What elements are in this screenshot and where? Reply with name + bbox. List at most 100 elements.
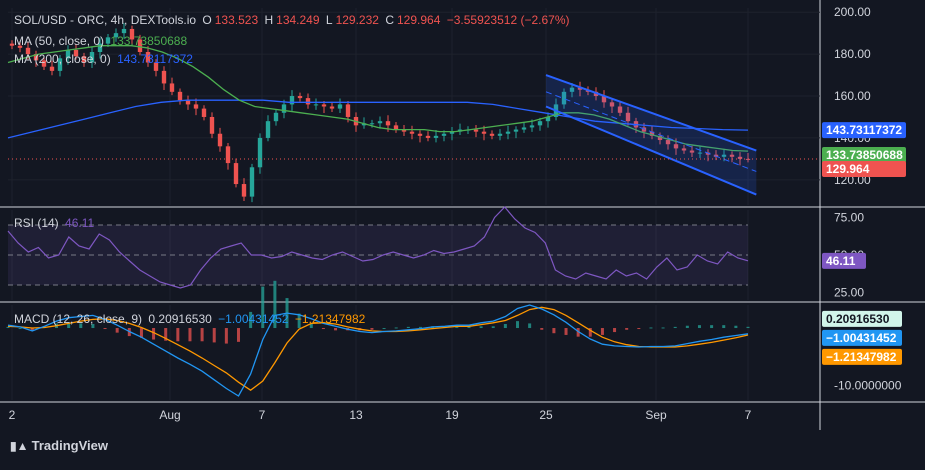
price-tick-label: 180.00 xyxy=(834,47,871,61)
candle xyxy=(241,184,247,197)
candle xyxy=(737,156,743,159)
high-label: H xyxy=(264,13,274,27)
ma200-label: MA (200, close, 0) xyxy=(14,52,111,66)
symbol-title: SOL/USD - ORC, 4h, DEXTools.io xyxy=(14,13,197,27)
candle xyxy=(137,39,143,53)
candle xyxy=(81,56,87,63)
rsi-line xyxy=(7,206,749,289)
candle xyxy=(385,121,391,126)
candle xyxy=(217,133,223,147)
candle xyxy=(569,87,575,92)
candle xyxy=(225,146,231,164)
candle xyxy=(97,43,103,53)
macd-histogram-bar xyxy=(224,328,228,344)
candle xyxy=(289,96,295,105)
channel-fill xyxy=(546,75,757,195)
macd-histogram-bar xyxy=(115,328,119,333)
candle xyxy=(57,58,63,71)
candle xyxy=(665,140,671,145)
candle xyxy=(177,91,183,101)
candle xyxy=(209,116,215,134)
candle xyxy=(521,127,527,130)
macd-badge xyxy=(822,329,902,346)
candle xyxy=(201,108,207,117)
macd-histogram-bar xyxy=(710,325,714,329)
candle xyxy=(441,133,447,136)
macd-histogram-bar xyxy=(661,327,665,329)
candle xyxy=(425,135,431,138)
ma50-line xyxy=(7,45,749,152)
change-value: −3.55923512 (−2.67%) xyxy=(446,13,570,27)
candle xyxy=(161,70,167,84)
candle xyxy=(489,133,495,136)
rsi-badge-label: 46.11 xyxy=(826,254,856,268)
macd-histogram-bar xyxy=(18,328,22,330)
macd-histogram-bar xyxy=(212,328,216,343)
macd-histogram-bar xyxy=(503,324,507,329)
candle xyxy=(649,131,655,136)
candle xyxy=(689,150,695,153)
candle xyxy=(65,49,71,59)
price-legend: SOL/USD - ORC, 4h, DEXTools.io O 133.523 … xyxy=(14,13,572,27)
open-label: O xyxy=(202,13,212,27)
macd-histogram-bar xyxy=(261,286,265,329)
x-tick-label: 2 xyxy=(9,408,16,422)
price-badge-label: 143.73117372 xyxy=(826,123,902,137)
rsi-tick-label: 25.00 xyxy=(834,286,864,300)
close-label: C xyxy=(385,13,394,27)
candle xyxy=(409,131,415,134)
price-badge-label: 133.73850688 xyxy=(826,148,903,162)
macd-histogram-bar xyxy=(152,328,156,340)
macd-histogram-bar xyxy=(334,328,338,331)
macd-legend: MACD (12, 26, close, 9) 0.20916530 −1.00… xyxy=(14,312,368,326)
macd-histogram-bar xyxy=(649,327,653,329)
macd-histogram-bar xyxy=(467,326,471,329)
macd-histogram-bar xyxy=(236,328,240,342)
macd-hist-value: −1.21347982 xyxy=(294,312,366,326)
candle xyxy=(657,135,663,141)
x-tick-label: 7 xyxy=(745,408,752,422)
candle xyxy=(513,129,519,132)
candle xyxy=(481,131,487,134)
macd-histogram-bar xyxy=(600,328,604,335)
macd-signal-value: −1.00431452 xyxy=(218,312,289,326)
candle xyxy=(145,52,151,63)
candle xyxy=(433,135,439,138)
rsi-value: 46.11 xyxy=(65,216,95,230)
macd-histogram-bar xyxy=(576,328,580,337)
open-value: 133.523 xyxy=(214,13,259,27)
macd-tick-label: -10.0000000 xyxy=(834,379,902,393)
ma50-label: MA (50, close, 0) xyxy=(14,34,105,48)
close-value: 129.964 xyxy=(396,13,441,27)
x-tick-label: Sep xyxy=(645,408,667,422)
candle xyxy=(529,125,535,128)
candle xyxy=(49,66,55,71)
macd-histogram-bar xyxy=(176,328,180,342)
candle xyxy=(505,131,511,134)
macd-histogram-bar xyxy=(139,328,143,338)
macd-histogram-bar xyxy=(552,328,556,334)
candle xyxy=(393,125,399,130)
macd-histogram-bar xyxy=(188,328,192,342)
price-badge xyxy=(822,122,906,139)
x-tick-label: 25 xyxy=(539,408,553,422)
candle xyxy=(121,28,127,34)
candle xyxy=(577,87,583,90)
macd-histogram-bar xyxy=(540,328,544,330)
macd-histogram-bar xyxy=(588,328,592,337)
candle xyxy=(297,96,303,99)
macd-badge-label: −1.00431452 xyxy=(826,331,897,345)
candle xyxy=(193,104,199,109)
candle xyxy=(337,104,343,109)
macd-histogram-bar xyxy=(164,328,168,341)
candle xyxy=(153,62,159,71)
high-value: 134.249 xyxy=(276,13,320,27)
macd-histogram-bar xyxy=(321,328,325,330)
macd-badge-label: 0.20916530 xyxy=(826,312,890,326)
price-tick-label: 200.00 xyxy=(834,5,871,19)
candle xyxy=(625,112,631,122)
rsi-tick-label: 75.00 xyxy=(834,211,864,225)
ma200-legend: MA (200, close, 0) 143.73117372 xyxy=(14,52,196,66)
